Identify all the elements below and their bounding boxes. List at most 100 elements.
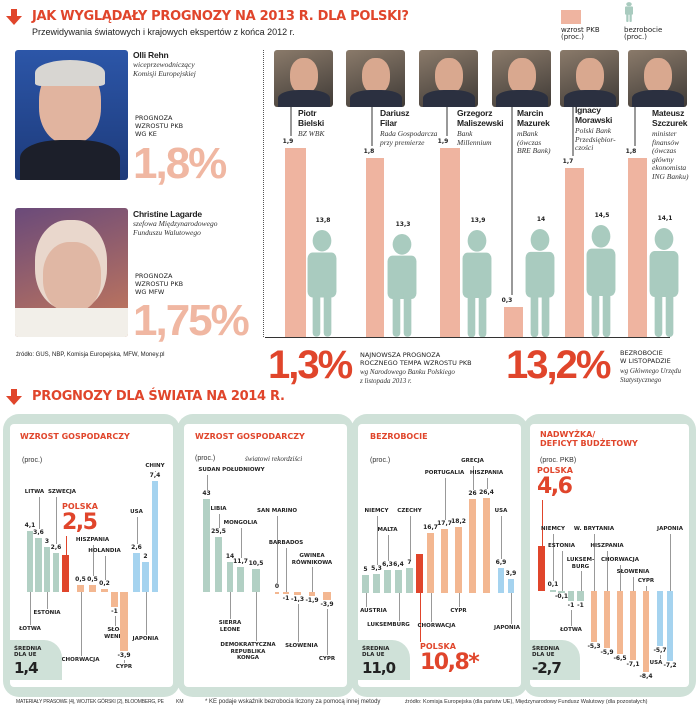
value-label: -1 xyxy=(567,601,575,609)
poland-highlight: POLSKA 2,5 xyxy=(62,502,98,534)
bar xyxy=(508,578,514,593)
unemployment-person-icon xyxy=(586,224,616,337)
bar xyxy=(283,592,289,595)
page-title: JAK WYGLĄDAŁY PROGNOZY NA 2013 R. DLA PO… xyxy=(32,9,409,24)
expert-photo xyxy=(274,50,333,107)
value-label: 5,3 xyxy=(371,564,382,572)
country-label: CYPR xyxy=(637,578,655,584)
value-label: -8,4 xyxy=(639,673,653,681)
country-label: LUKSEMBURG xyxy=(367,622,410,628)
leader-line xyxy=(155,470,156,472)
value-label: 3 xyxy=(44,538,50,545)
bar xyxy=(62,554,69,592)
leader-line xyxy=(327,609,328,655)
leader-line xyxy=(511,107,513,296)
gdp-value-label: 0,3 xyxy=(501,297,513,305)
bar xyxy=(152,481,158,592)
unemployment-person-icon xyxy=(387,234,417,337)
gdp-value-label: 1,9 xyxy=(282,137,294,145)
value-label: 17,7 xyxy=(437,520,452,528)
value-label: 0 xyxy=(274,583,280,590)
value-label: -5,7 xyxy=(653,647,667,655)
institution-name: Christine Lagarde xyxy=(133,209,202,219)
bar xyxy=(27,530,33,592)
value-label: 18,2 xyxy=(451,518,466,526)
country-label: USA xyxy=(130,509,143,515)
country-label: MONGOLIA xyxy=(223,520,258,526)
value-label: -3,9 xyxy=(117,651,131,659)
country-label: LITWA xyxy=(24,489,45,495)
country-label: ŁOTWA xyxy=(19,626,41,632)
country-label: BARBADOS xyxy=(268,540,304,546)
country-label: SŁOWENIA xyxy=(616,569,650,575)
summary-gdp-note: wg Narodowego Banku Polskiego z listopad… xyxy=(360,368,455,385)
summary-gdp-value: 1,3% xyxy=(268,343,353,387)
institution-name: Olli Rehn xyxy=(133,50,169,60)
gdp-bar xyxy=(504,307,523,337)
leader-line xyxy=(30,592,31,625)
value-label: -1 xyxy=(577,601,584,609)
poland-highlight: POLSKA 10,8* xyxy=(420,642,480,674)
bar xyxy=(630,591,636,660)
country-label: CZECHY xyxy=(397,508,422,514)
value-label: -7,2 xyxy=(663,661,677,669)
source-top: źródło: GUS, NBP, Komisja Europejska, MF… xyxy=(16,352,165,358)
country-label: CHORWACJA xyxy=(417,623,456,629)
bar xyxy=(133,553,140,592)
divider xyxy=(263,50,264,337)
poland-label: POLSKA xyxy=(420,642,456,651)
institution-caption: PROGNOZA WZROSTU PKB WG MFW xyxy=(135,272,184,296)
unit-label: (proc.) xyxy=(370,457,391,464)
leader-line xyxy=(256,592,257,641)
bar xyxy=(568,591,574,601)
unemployment-value-label: 14 xyxy=(536,215,546,223)
chart-title: WZROST GOSPODARCZY xyxy=(20,432,130,441)
country-label: SŁO- WENIA xyxy=(104,627,125,640)
leader-line xyxy=(646,585,647,591)
unit-label: (proc.) xyxy=(195,455,216,462)
institution-caption: PROGNOZA WZROSTU PKB WG KE xyxy=(135,114,184,138)
summary-unemployment-note: wg Głównego Urzędu Statystycznego xyxy=(620,367,682,384)
bar xyxy=(455,527,462,593)
leader-line xyxy=(634,107,636,146)
leader-line xyxy=(387,534,389,562)
institution-role: wiceprzewodniczący Komisji Europejskiej xyxy=(133,60,196,78)
bar xyxy=(550,590,556,592)
bar xyxy=(416,554,423,593)
country-label: LUKSEM- BURG xyxy=(566,557,595,570)
country-label: JAPONIA xyxy=(494,625,520,631)
unemployment-value-label: 13,8 xyxy=(315,217,331,225)
value-label: 10,5 xyxy=(248,560,264,568)
unemployment-person-icon xyxy=(307,230,337,337)
leader-line xyxy=(620,564,621,591)
leader-line xyxy=(486,477,488,489)
leader-line xyxy=(670,533,671,591)
country-label: SUDAN POŁUDNIOWY xyxy=(198,467,265,473)
footnote: * KE podaje wskaźnik bezrobocia liczony … xyxy=(205,699,381,705)
country-label: CYPR xyxy=(115,664,133,670)
summary-gdp-caption: NAJNOWSZA PROGNOZA ROCZNEGO TEMPA WZROST… xyxy=(360,351,472,367)
value-label: -5,9 xyxy=(600,649,614,657)
country-label: CYPR xyxy=(450,608,467,614)
country-label: USA xyxy=(649,660,663,666)
value-label: 6,4 xyxy=(393,560,404,568)
bar xyxy=(53,553,59,592)
leader-line xyxy=(580,571,582,591)
value-label: 0,2 xyxy=(99,580,110,587)
value-label: -0,1 xyxy=(554,592,569,600)
value-label: 14 xyxy=(225,552,235,560)
expert-organization: minister finansów (ówczas główny ekonomi… xyxy=(652,129,689,181)
leader-line xyxy=(145,592,147,635)
bar xyxy=(77,584,84,592)
value-label: -6,5 xyxy=(613,655,627,663)
eu-average-label: ŚREDNIA DLA UE xyxy=(362,646,390,658)
expert-name: Dariusz Filar xyxy=(380,108,410,128)
unit-label: (proc. PKB) xyxy=(540,457,577,464)
value-label: 25,5 xyxy=(211,527,226,535)
value-label: -1 xyxy=(282,595,290,603)
leader-line xyxy=(206,474,208,491)
country-label: ŁOTWA xyxy=(560,627,582,633)
eu-average-box: ŚREDNIA DLA UE 1,4 xyxy=(10,640,62,680)
gdp-value-label: 1,7 xyxy=(562,157,574,165)
eu-average-label: ŚREDNIA DLA UE xyxy=(14,646,42,658)
